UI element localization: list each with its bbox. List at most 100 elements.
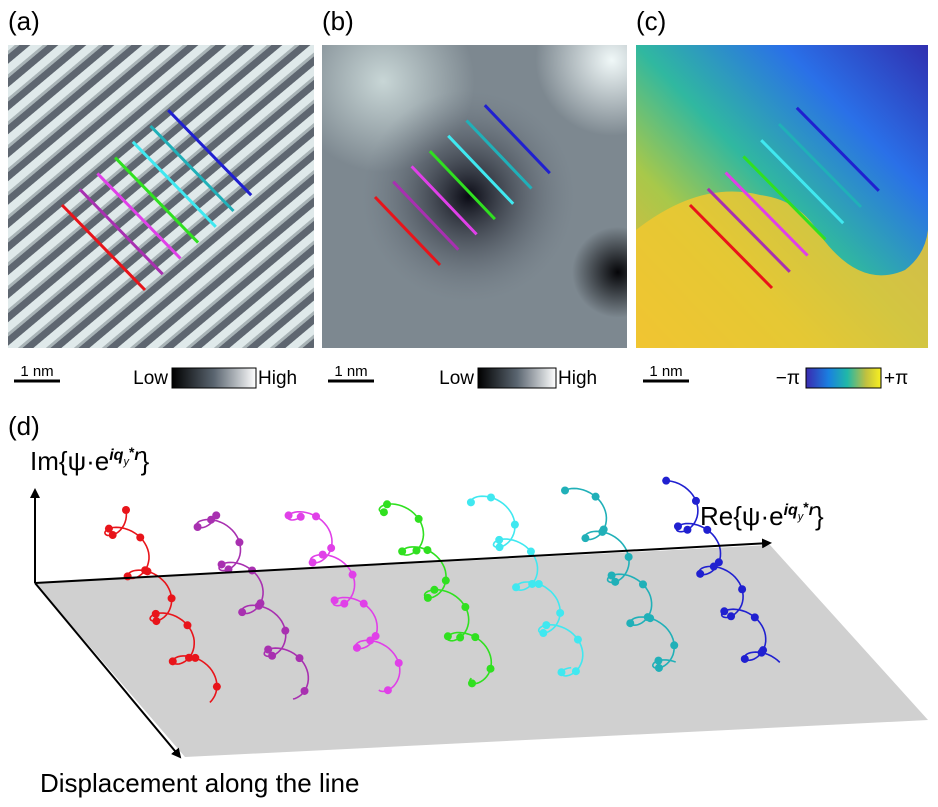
label-part: y	[122, 456, 130, 468]
trajectory-point	[534, 580, 543, 589]
trajectory-point	[423, 546, 432, 555]
trajectory-point	[123, 572, 132, 581]
trajectory	[564, 487, 676, 669]
trajectory-point	[151, 609, 160, 618]
trajectory-point	[703, 525, 712, 534]
colorbar	[805, 367, 882, 389]
trajectory-point	[539, 629, 548, 638]
trajectory-point	[300, 686, 309, 695]
trajectory-point	[646, 614, 655, 623]
trajectory-point	[184, 653, 193, 662]
trajectory-point	[340, 599, 349, 608]
trajectory-point	[330, 596, 339, 605]
trajectory-point	[235, 538, 244, 547]
axis-label-displacement: Displacement along the line	[40, 768, 359, 798]
trajectory-point	[379, 508, 388, 517]
axis-re	[34, 538, 772, 584]
trajectory-point	[581, 534, 590, 543]
trajectory-point	[207, 515, 216, 524]
trajectory-point	[312, 512, 321, 521]
trajectory-point	[423, 593, 432, 602]
trajectory-point	[727, 612, 736, 621]
trajectory-point	[238, 608, 247, 617]
label-part: r	[134, 447, 141, 464]
trajectories	[104, 476, 781, 703]
trajectory-point	[571, 667, 580, 676]
trajectory-point	[607, 571, 616, 580]
line-cut	[483, 104, 551, 175]
line-cut	[60, 203, 147, 292]
line-cut	[688, 203, 774, 290]
line-cut	[392, 180, 460, 251]
trajectory-point	[122, 506, 130, 514]
trajectory-point	[443, 632, 452, 641]
scale-bar-label: 1 nm	[20, 363, 53, 380]
trajectory-point	[104, 524, 113, 533]
trajectory-point	[673, 522, 682, 531]
trajectory-point	[212, 682, 221, 691]
trajectory-point	[557, 668, 566, 677]
trajectory-point	[143, 567, 152, 576]
trajectory-point	[510, 520, 519, 529]
line-cut	[167, 109, 253, 197]
colorbar-low: Low	[133, 368, 168, 389]
line-cut	[131, 140, 217, 228]
trajectory-point	[327, 544, 336, 553]
trajectory-point	[383, 686, 392, 695]
trajectory-point	[670, 641, 679, 650]
scale-bar-label: 1 nm	[649, 363, 682, 380]
colorbar-high: High	[558, 368, 597, 389]
panel-label: (b)	[322, 6, 354, 36]
line-cut	[78, 188, 164, 276]
axis-label-im: Im{ψ·eiqy*r}	[30, 444, 150, 476]
trajectory-point	[691, 496, 700, 505]
panel-label: (a)	[8, 6, 40, 36]
panel-label: (c)	[636, 6, 666, 36]
trajectory-point	[638, 580, 647, 589]
label-part: *	[803, 499, 809, 515]
trajectory-point	[414, 514, 423, 523]
trajectory-point	[709, 562, 718, 571]
trajectory-point	[611, 577, 620, 586]
trajectory-point	[471, 633, 480, 642]
line-cut	[760, 139, 845, 225]
trajectory-point	[683, 525, 692, 534]
trajectory-point	[412, 546, 421, 555]
trajectory-point	[352, 643, 361, 652]
plane	[35, 545, 928, 757]
trajectory-point	[348, 570, 357, 579]
line-cuts	[60, 104, 880, 292]
trajectory-point	[468, 679, 477, 688]
trajectory	[287, 511, 401, 693]
line-cut	[114, 156, 200, 244]
trajectory-point	[193, 523, 202, 532]
image-a	[8, 45, 314, 348]
label-part: y	[797, 511, 805, 523]
image-c-yellow	[636, 191, 928, 348]
trajectory-point	[318, 550, 327, 559]
line-cut	[373, 195, 442, 267]
line-cut	[410, 165, 478, 236]
label-part: iq	[784, 502, 798, 519]
trajectory-point	[168, 657, 177, 666]
line-cut	[724, 171, 809, 257]
line-cut	[428, 150, 496, 221]
trajectory-point	[626, 619, 635, 628]
trajectory-point	[591, 492, 600, 501]
trajectory-point	[359, 599, 368, 608]
trajectory-point	[624, 552, 633, 561]
trajectory-point	[750, 613, 759, 622]
trajectory-point	[398, 547, 407, 556]
trajectory-point	[526, 547, 535, 556]
trajectory-point	[573, 635, 582, 644]
colorbar	[171, 367, 257, 389]
trajectory-point	[461, 603, 470, 612]
trajectory-point	[486, 493, 495, 502]
trajectory-point	[430, 585, 439, 594]
trajectory-point	[281, 626, 290, 635]
scale-bar-label: 1 nm	[334, 363, 367, 380]
line-cut	[149, 124, 235, 213]
trajectory-point	[662, 476, 671, 485]
trajectory-point	[654, 663, 663, 672]
